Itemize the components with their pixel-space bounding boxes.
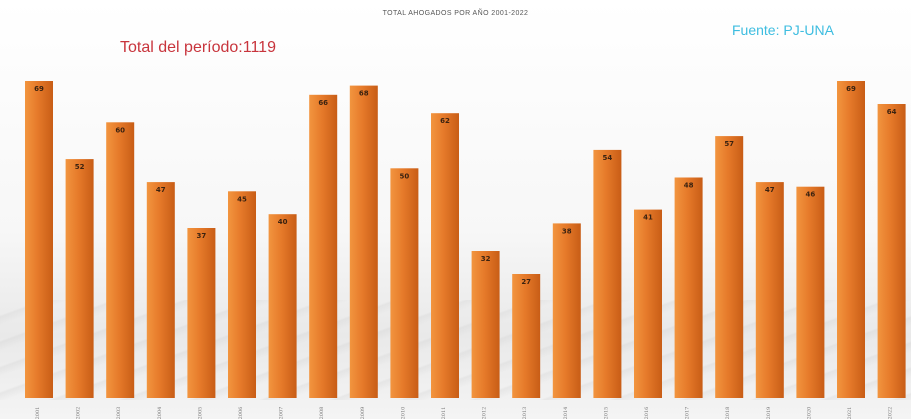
x-tick-label: 2016 xyxy=(644,407,650,419)
x-tick-label: 2002 xyxy=(76,407,82,419)
bar-value-label: 40 xyxy=(278,218,288,226)
bar-2004 xyxy=(146,182,175,398)
bar-2018 xyxy=(715,136,744,398)
bar-2013 xyxy=(512,274,541,398)
x-tick-label: 2014 xyxy=(563,407,569,419)
bar-2005 xyxy=(187,228,216,398)
bar-value-label: 54 xyxy=(603,154,613,162)
x-tick-label: 2017 xyxy=(685,407,691,419)
bar-value-label: 47 xyxy=(765,186,775,194)
bar-value-label: 69 xyxy=(34,85,44,93)
source-label: Fuente: PJ-UNA xyxy=(732,22,834,38)
x-tick-label: 2010 xyxy=(400,407,406,419)
bar-value-label: 27 xyxy=(521,278,531,286)
bar-value-label: 66 xyxy=(318,99,328,107)
bar-value-label: 60 xyxy=(115,126,125,134)
bar-2007 xyxy=(268,214,297,398)
bar-2019 xyxy=(755,182,784,398)
bar-2015 xyxy=(593,149,622,398)
x-tick-label: 2005 xyxy=(197,407,203,419)
total-period-label: Total del período:1119 xyxy=(120,39,276,56)
bar-2022 xyxy=(877,104,906,398)
bar-value-label: 45 xyxy=(237,195,247,203)
x-tick-label: 2019 xyxy=(766,407,772,419)
bar-value-label: 48 xyxy=(684,182,694,190)
bar-2006 xyxy=(228,191,256,398)
bar-2011 xyxy=(431,113,459,398)
x-tick-label: 2006 xyxy=(238,407,244,419)
chart-title: TOTAL AHOGADOS POR AÑO 2001-2022 xyxy=(382,10,529,17)
x-tick-label: 2009 xyxy=(360,407,366,419)
bar-value-label: 57 xyxy=(724,140,734,148)
bar-2001 xyxy=(25,81,53,398)
bar-2017 xyxy=(674,177,703,398)
bar-2009 xyxy=(349,85,378,398)
bar-2021 xyxy=(837,81,865,398)
bar-value-label: 38 xyxy=(562,227,572,235)
x-tick-label: 2013 xyxy=(522,407,528,419)
x-tick-label: 2011 xyxy=(441,407,447,419)
bar-value-label: 41 xyxy=(643,214,653,222)
bar-value-label: 68 xyxy=(359,90,369,98)
x-tick-label: 2001 xyxy=(35,407,41,419)
x-tick-label: 2007 xyxy=(279,407,285,419)
bar-2012 xyxy=(471,251,500,398)
x-tick-label: 2018 xyxy=(725,407,731,419)
bar-2016 xyxy=(634,209,662,398)
bar-2020 xyxy=(796,186,825,398)
x-tick-label: 2021 xyxy=(847,407,853,419)
x-tick-label: 2015 xyxy=(603,407,609,419)
bar-2010 xyxy=(390,168,419,398)
x-tick-label: 2004 xyxy=(157,407,163,419)
bar-value-label: 50 xyxy=(400,172,410,180)
bar-value-label: 69 xyxy=(846,85,856,93)
x-tick-label: 2012 xyxy=(482,407,488,419)
x-tick-label: 2022 xyxy=(888,407,894,419)
bar-2014 xyxy=(552,223,581,398)
x-tick-label: 2020 xyxy=(806,407,812,419)
bar-value-label: 32 xyxy=(481,255,491,263)
bar-value-label: 46 xyxy=(806,191,816,199)
x-tick-label: 2003 xyxy=(116,407,122,419)
bar-value-label: 62 xyxy=(440,117,450,125)
bar-value-label: 47 xyxy=(156,186,166,194)
bar-2002 xyxy=(65,159,94,398)
bar-value-label: 64 xyxy=(887,108,897,116)
bar-value-label: 37 xyxy=(197,232,207,240)
bar-value-label: 52 xyxy=(75,163,85,171)
x-tick-label: 2008 xyxy=(319,407,325,419)
bar-2003 xyxy=(106,122,135,399)
bar-2008 xyxy=(309,94,338,399)
